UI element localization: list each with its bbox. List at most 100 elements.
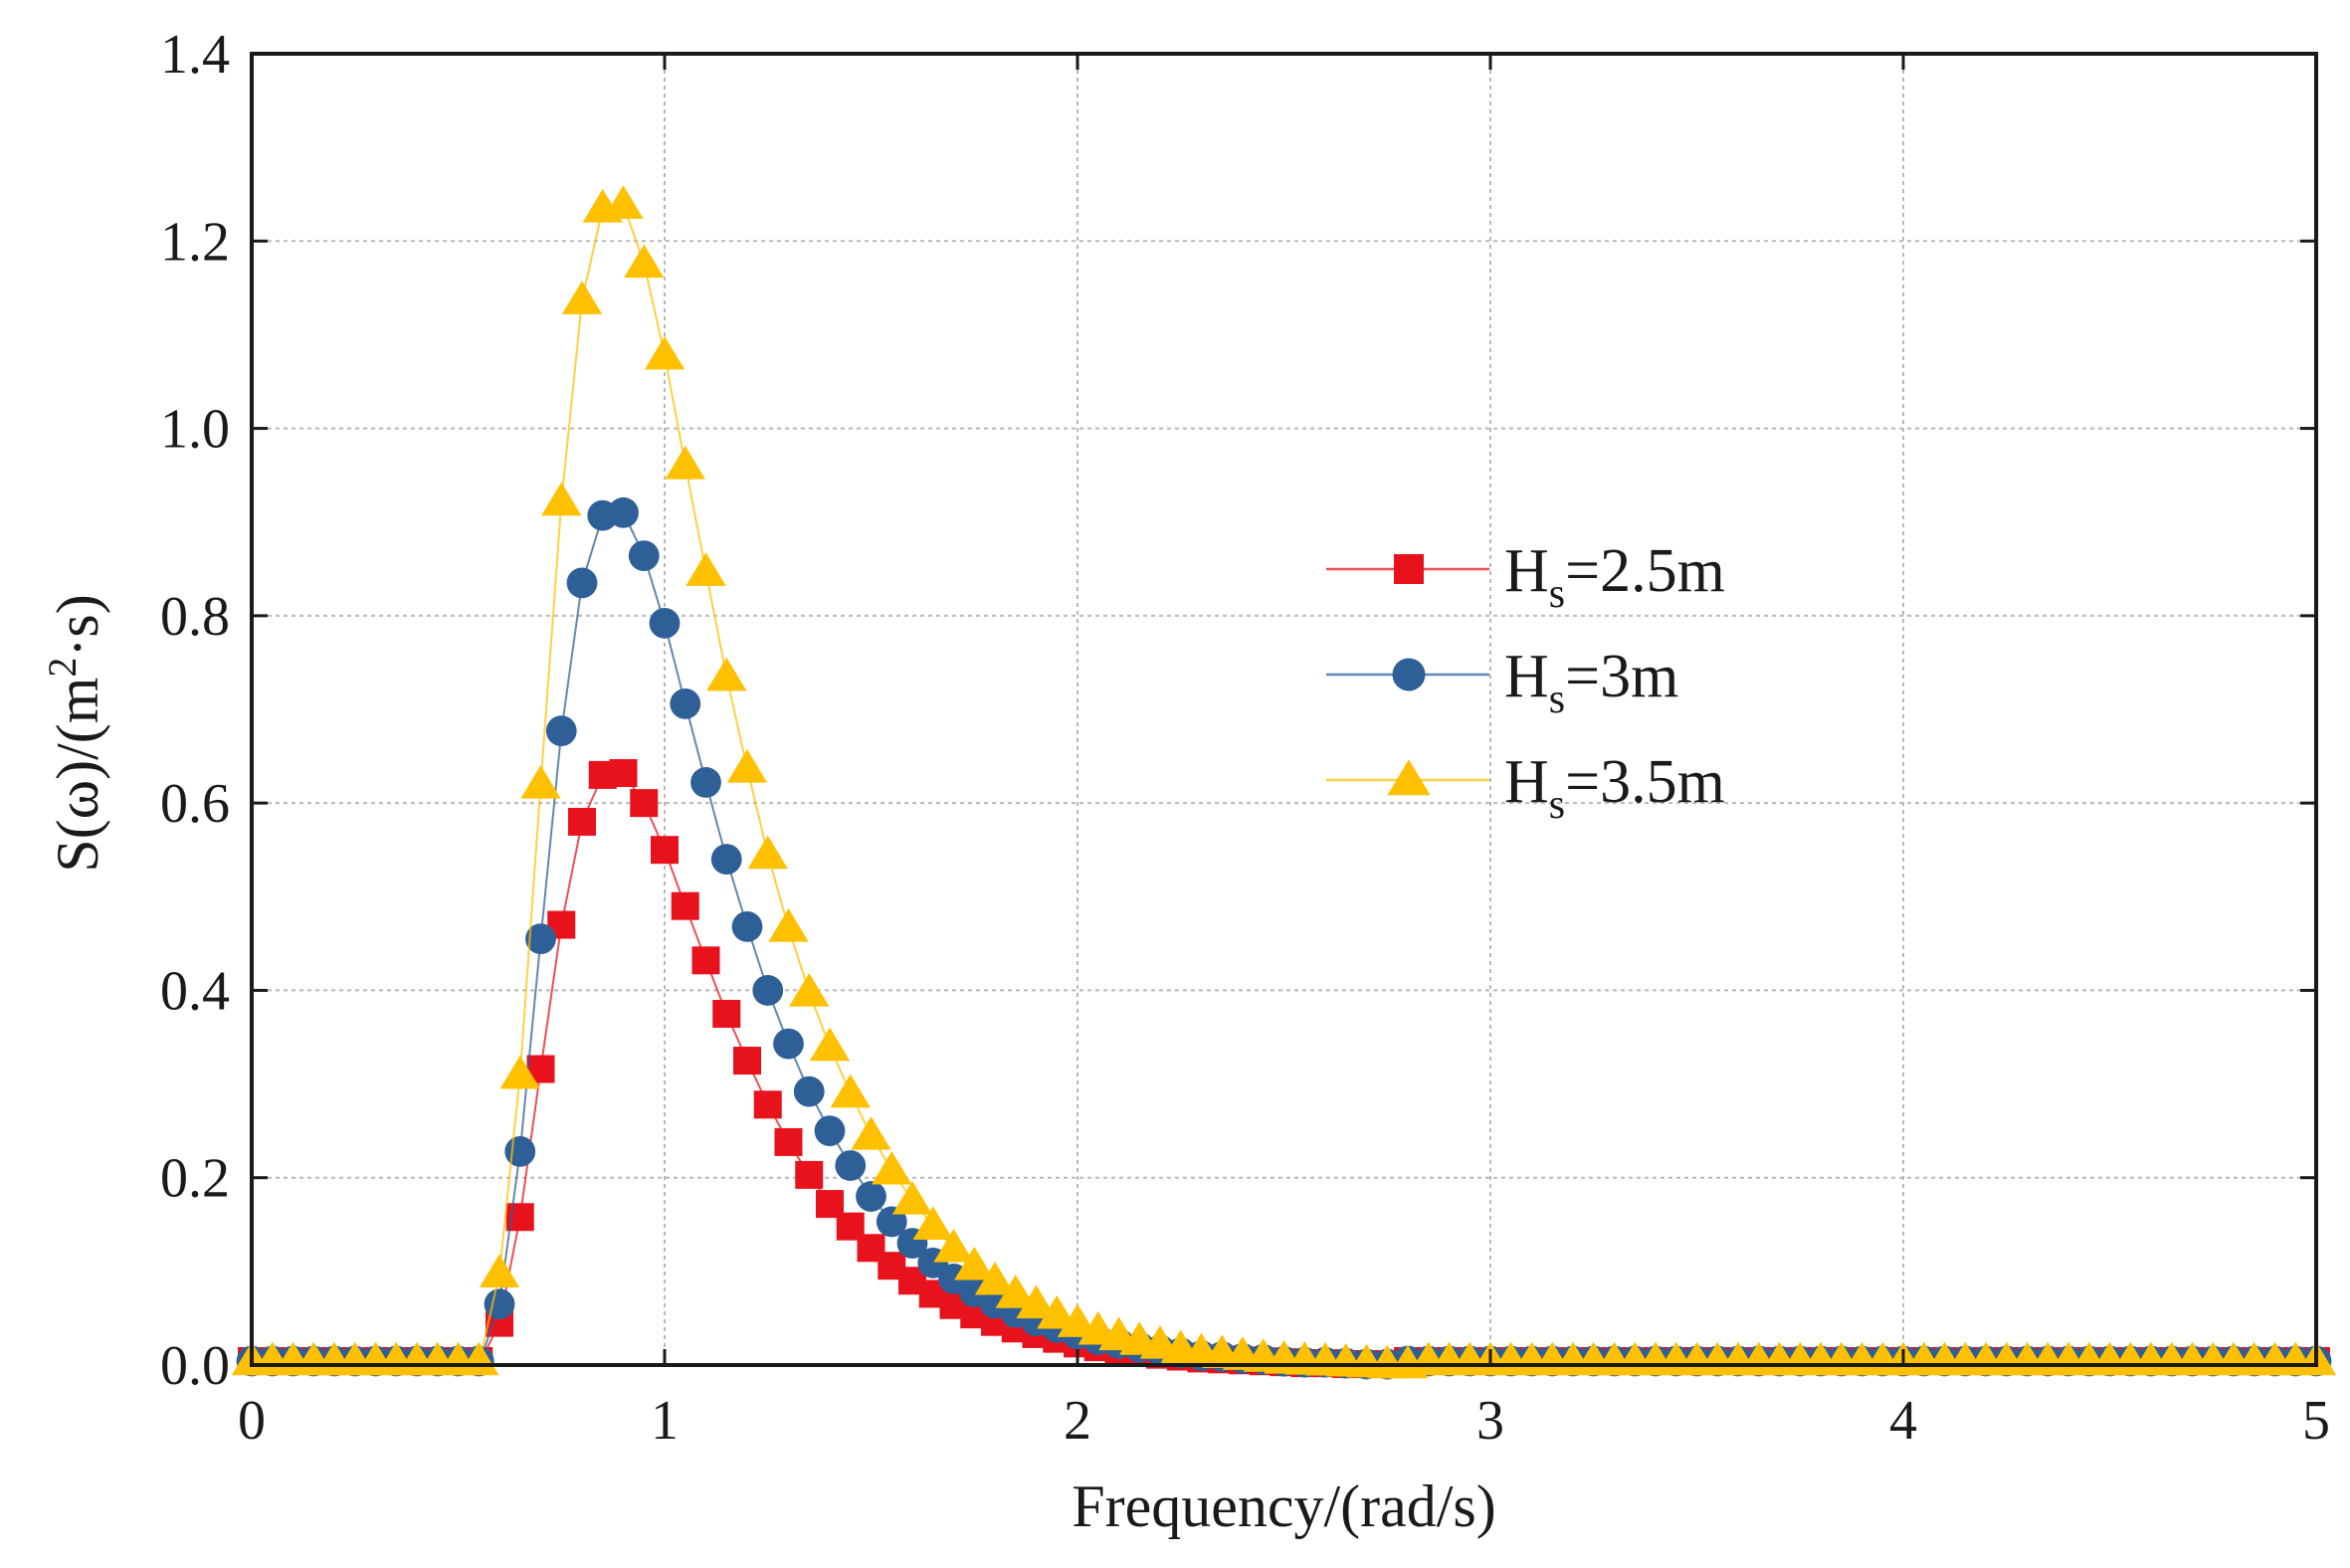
data-point bbox=[768, 908, 809, 942]
y-axis-title-suffix: ·s) bbox=[45, 594, 110, 657]
data-point bbox=[644, 335, 685, 370]
y-tick-label: 0.0 bbox=[160, 1335, 230, 1397]
data-point bbox=[1037, 1294, 1077, 1329]
y-tick-label: 1.4 bbox=[160, 24, 230, 86]
legend-marker bbox=[1392, 658, 1426, 691]
legend-label-rest: =3.5m bbox=[1565, 748, 1725, 816]
x-tick-label: 2 bbox=[1064, 1390, 1091, 1452]
data-point bbox=[609, 759, 638, 788]
legend-entry: Hs=2.5m bbox=[1326, 537, 1725, 617]
legend-marker bbox=[1387, 759, 1431, 796]
y-axis-title-sup: 2 bbox=[40, 658, 85, 678]
x-tick-label: 0 bbox=[238, 1390, 266, 1452]
legend-label-main: H bbox=[1504, 643, 1549, 710]
legend-entry: Hs=3.5m bbox=[1326, 748, 1725, 828]
data-point bbox=[568, 807, 596, 836]
legend-label-sub: s bbox=[1549, 677, 1565, 722]
y-axis-title: S(ω)/(m2·s) bbox=[40, 594, 110, 872]
data-point bbox=[752, 975, 784, 1006]
data-point bbox=[891, 1180, 933, 1215]
legend-entry: Hs=3m bbox=[1326, 643, 1678, 722]
data-point bbox=[541, 482, 582, 516]
data-point bbox=[773, 1028, 804, 1060]
legend-label-sub: s bbox=[1549, 571, 1565, 617]
data-point bbox=[795, 1160, 824, 1189]
legend-label-main: H bbox=[1504, 537, 1549, 605]
data-point bbox=[856, 1181, 886, 1212]
data-point bbox=[624, 244, 665, 279]
data-point bbox=[561, 281, 603, 314]
y-tick-label: 0.4 bbox=[160, 960, 230, 1022]
grid bbox=[252, 54, 2316, 1365]
data-point bbox=[933, 1229, 974, 1263]
data-point bbox=[651, 836, 679, 865]
data-point bbox=[789, 972, 830, 1007]
axis-ticks: 0 1 2 3 4 5 0.0 0.2 0.4 0.6 0.8 1.0 1.2 1.4 bbox=[160, 24, 2330, 1452]
legend-marker bbox=[1394, 554, 1424, 584]
data-point bbox=[954, 1246, 995, 1280]
data-point bbox=[712, 999, 741, 1028]
data-point bbox=[671, 891, 699, 920]
legend-label-rest: =3m bbox=[1565, 643, 1678, 710]
y-tick-label: 1.2 bbox=[160, 211, 230, 273]
data-point bbox=[835, 1150, 867, 1181]
data-point bbox=[608, 496, 639, 528]
x-axis-title: Frequency/(rad/s) bbox=[1072, 1473, 1496, 1539]
data-point bbox=[685, 552, 726, 586]
data-point bbox=[520, 764, 561, 799]
data-point bbox=[995, 1274, 1036, 1308]
data-point bbox=[628, 540, 660, 572]
y-tick-label: 1.0 bbox=[160, 399, 230, 461]
legend-label-rest: =2.5m bbox=[1565, 537, 1725, 605]
data-point bbox=[809, 1027, 851, 1062]
data-point bbox=[504, 1135, 536, 1167]
y-axis-title-prefix: S(ω)/(m bbox=[45, 678, 110, 873]
data-point bbox=[670, 687, 701, 719]
data-point bbox=[793, 1076, 825, 1107]
plot-frame bbox=[250, 52, 2318, 1367]
data-point bbox=[774, 1127, 803, 1156]
data-point bbox=[545, 715, 577, 747]
y-tick-label: 0.8 bbox=[160, 586, 230, 648]
data-point bbox=[747, 835, 788, 870]
y-tick-label: 0.6 bbox=[160, 773, 230, 835]
x-tick-label: 5 bbox=[2302, 1390, 2330, 1452]
data-point bbox=[851, 1116, 891, 1150]
y-tick-label: 0.2 bbox=[160, 1148, 230, 1210]
legend-label: Hs=3.5m bbox=[1504, 748, 1725, 828]
legend-label: Hs=3m bbox=[1504, 643, 1678, 722]
data-point bbox=[525, 923, 556, 955]
data-point bbox=[630, 789, 659, 818]
legend-label-main: H bbox=[1504, 748, 1549, 816]
data-point bbox=[814, 1115, 846, 1147]
data-point bbox=[872, 1150, 912, 1185]
data-point bbox=[731, 911, 763, 942]
data-point bbox=[691, 946, 720, 975]
data-point bbox=[974, 1261, 1016, 1295]
x-tick-label: 3 bbox=[1476, 1390, 1504, 1452]
data-point bbox=[484, 1288, 515, 1320]
data-point bbox=[566, 567, 598, 599]
data-point bbox=[665, 445, 705, 480]
data-point bbox=[706, 657, 747, 691]
data-point bbox=[690, 767, 721, 798]
data-point bbox=[1016, 1284, 1057, 1319]
x-tick-label: 4 bbox=[1889, 1390, 1917, 1452]
data-point bbox=[912, 1206, 953, 1241]
legend-label: Hs=2.5m bbox=[1504, 537, 1725, 617]
legend-label-sub: s bbox=[1549, 782, 1565, 828]
data-point bbox=[753, 1090, 782, 1119]
data-point bbox=[830, 1074, 871, 1108]
data-point bbox=[499, 1055, 540, 1089]
data-point bbox=[603, 185, 644, 219]
data-point bbox=[733, 1047, 761, 1076]
data-point bbox=[710, 844, 742, 876]
data-point bbox=[1057, 1303, 1098, 1337]
data-point bbox=[726, 748, 768, 783]
data-point bbox=[479, 1254, 520, 1288]
series-group bbox=[231, 185, 2337, 1380]
data-point bbox=[649, 607, 681, 639]
